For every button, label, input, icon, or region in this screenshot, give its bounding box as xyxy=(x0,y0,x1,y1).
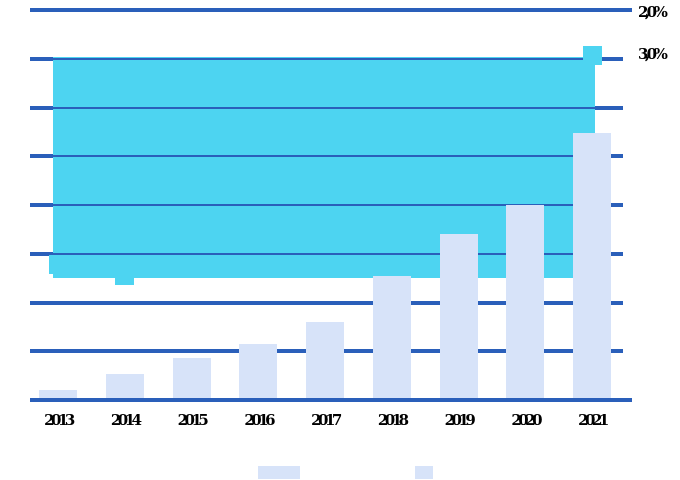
x-axis-label: 2015 xyxy=(177,411,209,429)
x-axis-label: 2021 xyxy=(578,411,609,429)
x-axis-label: 2019 xyxy=(444,411,476,429)
x-axis-label: 2018 xyxy=(377,411,409,429)
gridline-segment xyxy=(30,398,632,402)
bar-2014 xyxy=(105,373,144,402)
gridline-segment xyxy=(595,105,623,110)
bar-2019 xyxy=(439,234,478,402)
cyan-area xyxy=(53,56,595,279)
x-axis-label: 2016 xyxy=(244,411,275,429)
bar-2021 xyxy=(573,132,611,402)
bar-2020 xyxy=(506,205,545,402)
right-axis-label-top: 2,0% xyxy=(638,3,668,21)
bar-2016 xyxy=(239,344,278,402)
gridline-segment xyxy=(595,56,623,61)
gridline-segment xyxy=(30,56,53,61)
cyan-square-marker xyxy=(115,265,135,285)
gridline-segment xyxy=(53,57,595,60)
gridline-segment xyxy=(53,204,595,206)
legend-swatch xyxy=(415,466,433,479)
gridline-segment xyxy=(30,105,53,110)
gridline-segment xyxy=(30,203,53,207)
gridline-segment xyxy=(30,251,53,256)
bar-2013 xyxy=(39,390,77,402)
x-axis-label: 2017 xyxy=(311,411,342,429)
x-axis-label: 2013 xyxy=(44,411,75,429)
x-axis-label: 2014 xyxy=(110,411,142,429)
x-axis-label: 2020 xyxy=(511,411,542,429)
gridline-segment xyxy=(53,252,595,255)
bar-2017 xyxy=(306,322,344,402)
gridline-segment xyxy=(30,154,53,159)
legend-swatch xyxy=(258,466,300,479)
right-axis-label-second: 3,0% xyxy=(638,44,668,63)
gridline-segment xyxy=(53,155,595,158)
cyan-square-marker xyxy=(48,254,68,274)
cyan-square-marker xyxy=(582,46,602,66)
gridline-segment xyxy=(30,300,623,305)
gridline-segment xyxy=(53,106,595,109)
bar-2015 xyxy=(172,358,211,402)
bar-2018 xyxy=(372,276,411,402)
gridline-segment xyxy=(30,8,632,12)
